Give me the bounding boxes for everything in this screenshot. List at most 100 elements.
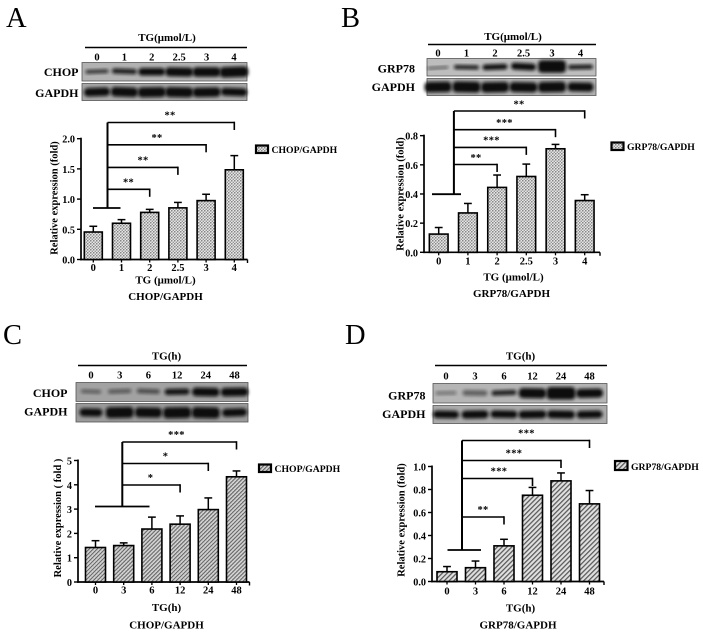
svg-text:3: 3	[204, 53, 209, 64]
svg-text:0: 0	[93, 586, 98, 597]
svg-text:*: *	[148, 473, 154, 484]
svg-text:1: 1	[465, 257, 470, 268]
svg-text:1.0: 1.0	[413, 463, 426, 474]
svg-text:24: 24	[203, 586, 214, 597]
svg-text:0.8: 0.8	[413, 486, 426, 497]
svg-text:**: **	[477, 505, 488, 516]
svg-text:6: 6	[149, 586, 154, 597]
svg-text:2.5: 2.5	[517, 49, 530, 60]
svg-text:0.0: 0.0	[413, 578, 426, 589]
svg-text:TG(h): TG(h)	[152, 351, 182, 363]
svg-text:2.5: 2.5	[173, 53, 186, 64]
svg-text:***: ***	[518, 429, 535, 440]
svg-text:***: ***	[483, 136, 500, 147]
svg-text:0: 0	[94, 53, 99, 64]
svg-text:TG(μmol/L): TG(μmol/L)	[138, 32, 196, 44]
svg-text:3: 3	[203, 263, 208, 274]
svg-text:3: 3	[67, 505, 72, 516]
svg-text:0: 0	[436, 257, 441, 268]
svg-text:24: 24	[556, 587, 567, 598]
svg-text:0: 0	[91, 263, 96, 274]
svg-text:3: 3	[117, 371, 122, 382]
svg-text:48: 48	[231, 586, 242, 597]
svg-text:**: **	[470, 153, 481, 164]
svg-text:2: 2	[149, 53, 154, 64]
svg-text:2: 2	[492, 49, 497, 60]
svg-text:GAPDH: GAPDH	[35, 86, 79, 100]
svg-text:1: 1	[122, 53, 127, 64]
svg-text:GRP78: GRP78	[388, 389, 425, 403]
svg-text:24: 24	[201, 371, 212, 382]
svg-text:0.2: 0.2	[405, 219, 418, 230]
svg-text:TG(h): TG(h)	[506, 603, 536, 615]
svg-text:24: 24	[556, 372, 567, 383]
svg-text:***: ***	[506, 449, 523, 460]
svg-text:12: 12	[175, 586, 186, 597]
svg-text:**: **	[164, 111, 175, 122]
svg-text:Relative expression (fold): Relative expression (fold)	[396, 137, 407, 251]
svg-text:6: 6	[501, 372, 506, 383]
svg-text:TG(μmol/L): TG(μmol/L)	[484, 31, 542, 43]
svg-text:CHOP/GAPDH: CHOP/GAPDH	[129, 620, 204, 632]
svg-text:0: 0	[67, 578, 72, 589]
svg-text:Relative expression (fold): Relative expression (fold)	[397, 463, 408, 577]
svg-text:0.4: 0.4	[405, 190, 418, 201]
svg-text:0.2: 0.2	[413, 555, 426, 566]
svg-text:0.5: 0.5	[62, 225, 75, 236]
svg-text:0.8: 0.8	[405, 132, 418, 143]
svg-text:1: 1	[119, 263, 124, 274]
svg-text:3: 3	[549, 49, 554, 60]
svg-text:0.0: 0.0	[62, 256, 75, 267]
svg-text:B: B	[341, 3, 360, 34]
svg-text:1: 1	[464, 49, 469, 60]
svg-text:GAPDH: GAPDH	[24, 405, 68, 419]
svg-text:***: ***	[496, 118, 513, 129]
svg-text:**: **	[151, 133, 162, 144]
svg-text:CHOP: CHOP	[44, 65, 79, 79]
svg-text:CHOP/GAPDH: CHOP/GAPDH	[275, 464, 341, 475]
svg-text:2.5: 2.5	[520, 257, 533, 268]
svg-text:6: 6	[501, 587, 506, 598]
svg-text:0.6: 0.6	[413, 509, 426, 520]
svg-text:**: **	[123, 178, 134, 189]
svg-text:TG (μmol/L): TG (μmol/L)	[135, 275, 196, 287]
svg-text:CHOP/GAPDH: CHOP/GAPDH	[272, 145, 338, 156]
svg-text:12: 12	[527, 587, 538, 598]
svg-text:TG(h): TG(h)	[506, 351, 536, 363]
svg-text:0.6: 0.6	[405, 161, 418, 172]
svg-text:*: *	[163, 452, 169, 463]
svg-text:4: 4	[232, 263, 238, 274]
svg-text:TG (μmol/L): TG (μmol/L)	[483, 272, 544, 284]
svg-text:3: 3	[472, 372, 477, 383]
svg-text:Relative expression ( fold ): Relative expression ( fold )	[53, 458, 64, 577]
svg-text:3: 3	[473, 587, 478, 598]
svg-text:1.5: 1.5	[62, 165, 75, 176]
svg-text:4: 4	[578, 49, 584, 60]
svg-text:***: ***	[168, 430, 185, 441]
svg-text:GRP78: GRP78	[378, 62, 415, 76]
svg-text:3: 3	[553, 257, 558, 268]
svg-text:4: 4	[231, 53, 237, 64]
svg-text:A: A	[6, 3, 27, 34]
svg-text:CHOP: CHOP	[33, 386, 68, 400]
svg-text:12: 12	[527, 372, 538, 383]
svg-text:2: 2	[147, 263, 152, 274]
svg-text:2.5: 2.5	[171, 263, 184, 274]
svg-text:1.0: 1.0	[62, 195, 75, 206]
svg-text:**: **	[513, 100, 524, 111]
svg-text:GAPDH: GAPDH	[372, 80, 416, 94]
svg-text:5: 5	[67, 457, 72, 468]
svg-text:0.0: 0.0	[405, 248, 418, 259]
svg-text:D: D	[345, 320, 366, 351]
svg-text:48: 48	[584, 587, 595, 598]
svg-text:GRP78/GAPDH: GRP78/GAPDH	[480, 620, 557, 632]
svg-text:CHOP/GAPDH: CHOP/GAPDH	[128, 291, 203, 303]
svg-text:2: 2	[494, 257, 499, 268]
svg-text:2: 2	[67, 529, 72, 540]
svg-text:0: 0	[444, 587, 449, 598]
svg-text:48: 48	[229, 371, 240, 382]
svg-text:3: 3	[121, 586, 126, 597]
svg-text:**: **	[137, 156, 148, 167]
svg-text:***: ***	[491, 467, 508, 478]
svg-text:4: 4	[582, 257, 588, 268]
